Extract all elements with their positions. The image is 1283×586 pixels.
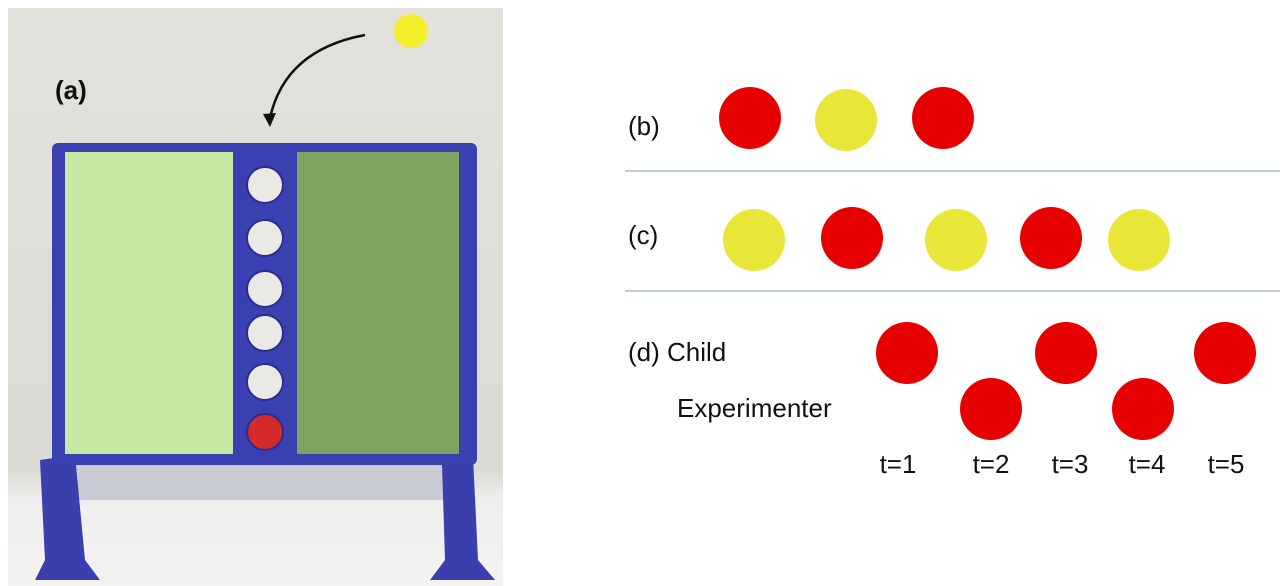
red-disc <box>1035 322 1097 384</box>
panel-label: (a) <box>55 75 87 105</box>
arrow <box>268 33 366 119</box>
red-disc <box>1194 322 1256 384</box>
time-label: t=5 <box>1208 449 1245 479</box>
panel-label: (b) <box>628 111 660 141</box>
yellow-disc <box>925 209 987 271</box>
right-panel <box>297 152 459 454</box>
red-disc <box>821 207 883 269</box>
time-labels: t=1 t=2 t=3 t=4 t=5 <box>880 449 1245 479</box>
yellow-disc <box>1108 209 1170 271</box>
panel-label: (c) <box>628 220 658 250</box>
time-label: t=3 <box>1052 449 1089 479</box>
hole <box>246 363 284 401</box>
time-label: t=1 <box>880 449 917 479</box>
arrow-head <box>263 113 276 127</box>
yellow-disc <box>815 89 877 151</box>
row-label: Experimenter <box>677 393 832 423</box>
red-disc <box>960 378 1022 440</box>
hole <box>246 314 284 352</box>
yellow-disc <box>723 209 785 271</box>
red-disc <box>1112 378 1174 440</box>
hole <box>246 166 284 204</box>
hole <box>246 270 284 308</box>
red-disc <box>876 322 938 384</box>
time-label: t=2 <box>973 449 1010 479</box>
panel-label: (d) Child <box>628 337 726 367</box>
red-disc <box>719 87 781 149</box>
photo: (a) <box>8 8 503 586</box>
yellow-disc <box>394 14 428 48</box>
red-disc <box>246 413 284 451</box>
red-disc <box>912 87 974 149</box>
left-leg <box>35 455 100 580</box>
time-label: t=4 <box>1129 449 1166 479</box>
red-disc <box>1020 207 1082 269</box>
left-panel <box>65 152 233 454</box>
hole <box>246 219 284 257</box>
